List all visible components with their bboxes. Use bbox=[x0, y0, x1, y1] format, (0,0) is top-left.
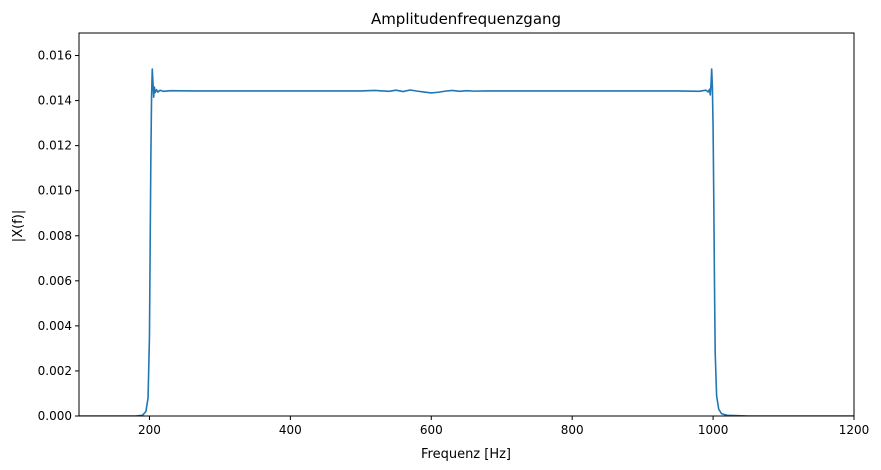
x-tick-label: 1200 bbox=[839, 423, 870, 437]
y-tick-label: 0.000 bbox=[38, 409, 72, 423]
y-tick-label: 0.012 bbox=[38, 139, 72, 153]
chart-title: Amplitudenfrequenzgang bbox=[371, 10, 561, 28]
series-line-0 bbox=[79, 68, 854, 416]
x-tick-label: 400 bbox=[279, 423, 302, 437]
x-tick-label: 1000 bbox=[698, 423, 729, 437]
x-tick-label: 800 bbox=[561, 423, 584, 437]
x-tick-label: 200 bbox=[138, 423, 161, 437]
y-tick-label: 0.008 bbox=[38, 229, 72, 243]
x-axis-ticks: 200 400 600 800 1000 1200 bbox=[138, 416, 869, 437]
x-tick-label: 600 bbox=[420, 423, 443, 437]
y-tick-label: 0.014 bbox=[38, 94, 72, 108]
y-axis-ticks: 0.000 0.002 0.004 0.006 0.008 0.010 0.012 0.014… bbox=[38, 49, 79, 423]
y-tick-label: 0.004 bbox=[38, 319, 72, 333]
y-axis-label: |X(f)| bbox=[11, 210, 26, 242]
plot-frame bbox=[78, 32, 855, 417]
y-tick-label: 0.010 bbox=[38, 184, 72, 198]
y-tick-label: 0.016 bbox=[38, 49, 72, 63]
x-axis-label: Frequenz [Hz] bbox=[421, 447, 511, 462]
y-tick-label: 0.002 bbox=[38, 364, 72, 378]
y-tick-label: 0.006 bbox=[38, 274, 72, 288]
plot-area bbox=[78, 32, 855, 417]
